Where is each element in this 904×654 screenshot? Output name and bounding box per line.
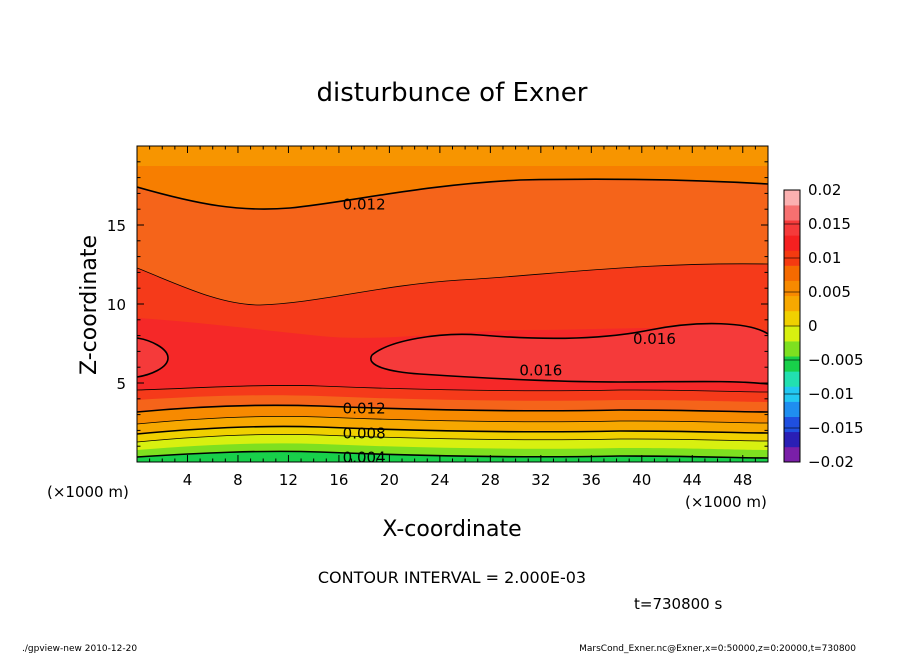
x-tick-label: 44 bbox=[683, 471, 702, 489]
footer-right: MarsCond_Exner.nc@Exner,x=0:50000,z=0:20… bbox=[579, 644, 856, 654]
x-tick-label: 32 bbox=[531, 471, 550, 489]
colorbar-label: −0.005 bbox=[808, 351, 864, 369]
colorbar-label: 0 bbox=[808, 317, 818, 335]
x-axis: 4 8 12 16 20 24 28 32 36 40 44 48 bbox=[149, 146, 756, 489]
y-tick-label: 15 bbox=[107, 217, 126, 235]
colorbar-swatch bbox=[784, 220, 800, 236]
contour-labels: 0.012 0.016 0.016 0.012 0.008 0.004 bbox=[343, 195, 676, 466]
colorbar-swatch bbox=[784, 295, 800, 312]
y-axis: 5 10 15 bbox=[107, 161, 768, 447]
chart-title: disturbunce of Exner bbox=[317, 78, 588, 108]
contour-label: 0.016 bbox=[519, 361, 562, 379]
colorbar-label: 0.02 bbox=[808, 181, 841, 199]
x-unit-right: (×1000 m) bbox=[685, 493, 767, 511]
x-unit-left: (×1000 m) bbox=[47, 483, 129, 501]
x-tick-label: 8 bbox=[233, 471, 243, 489]
contour-line-0.016-left bbox=[137, 337, 169, 378]
colorbar-swatch bbox=[784, 356, 800, 372]
contour-line-0.012-lower bbox=[137, 404, 768, 413]
colorbar-label: 0.01 bbox=[808, 249, 841, 267]
colorbar-swatch bbox=[784, 431, 800, 448]
colorbar-swatch bbox=[784, 235, 800, 251]
footer-left: ./gpview-new 2010-12-20 bbox=[22, 644, 137, 654]
colorbar-swatch bbox=[784, 446, 800, 463]
colorbar-swatch bbox=[784, 416, 800, 433]
contour-fill bbox=[137, 146, 768, 462]
colorbar-label: 0.005 bbox=[808, 283, 851, 301]
colorbar-label: −0.015 bbox=[808, 419, 864, 437]
contour-line-0.014-lower bbox=[137, 385, 768, 393]
x-tick-label: 24 bbox=[430, 471, 449, 489]
colorbar-swatch bbox=[784, 310, 800, 327]
y-axis-label: Z-coordinate bbox=[77, 235, 102, 375]
colorbar-swatch bbox=[784, 326, 800, 342]
contour-line-0.012-upper bbox=[137, 178, 768, 210]
x-tick-label: 20 bbox=[380, 471, 399, 489]
contour-label: 0.012 bbox=[343, 399, 386, 417]
band-max-right bbox=[370, 323, 768, 384]
x-tick-label: 28 bbox=[481, 471, 500, 489]
contour-label: 0.016 bbox=[633, 330, 676, 348]
contour-line-0.010 bbox=[137, 415, 768, 425]
x-tick-label: 48 bbox=[733, 471, 752, 489]
colorbar-swatch bbox=[784, 280, 800, 297]
colorbar-swatch bbox=[784, 265, 800, 281]
contour-line-0.016-right bbox=[370, 322, 768, 385]
colorbar: 0.02 0.015 0.01 0.005 0 −0.005 −0.01 −0.015 −0.0… bbox=[783, 181, 864, 471]
x-axis-label: X-coordinate bbox=[382, 517, 521, 542]
contour-line-0.008 bbox=[137, 425, 768, 435]
y-tick-label: 5 bbox=[116, 375, 126, 393]
colorbar-label: −0.02 bbox=[808, 453, 854, 471]
contour-label: 0.012 bbox=[343, 195, 386, 213]
x-tick-label: 40 bbox=[632, 471, 651, 489]
colorbar-swatch bbox=[784, 371, 800, 387]
y-tick-label: 10 bbox=[107, 296, 126, 314]
time-text: t=730800 s bbox=[634, 595, 722, 613]
contour-label: 0.008 bbox=[343, 425, 386, 443]
colorbar-swatch bbox=[784, 190, 800, 206]
contour-line-0.014-upper bbox=[137, 263, 768, 306]
band-top-orange bbox=[137, 146, 768, 166]
contour-interval-text: CONTOUR INTERVAL = 2.000E-03 bbox=[318, 568, 586, 587]
x-tick-label: 4 bbox=[183, 471, 193, 489]
colorbar-swatch bbox=[784, 205, 800, 221]
colorbar-swatch bbox=[784, 341, 800, 357]
colorbar-swatch bbox=[784, 401, 800, 417]
contour-label: 0.004 bbox=[343, 448, 386, 466]
contour-line-0.006 bbox=[137, 433, 768, 443]
x-tick-label: 16 bbox=[329, 471, 348, 489]
contour-line-0.004 bbox=[137, 450, 768, 459]
colorbar-label: 0.015 bbox=[808, 215, 851, 233]
colorbar-label: −0.01 bbox=[808, 385, 854, 403]
contour-lines bbox=[137, 178, 768, 459]
x-tick-label: 12 bbox=[279, 471, 298, 489]
x-tick-label: 36 bbox=[582, 471, 601, 489]
